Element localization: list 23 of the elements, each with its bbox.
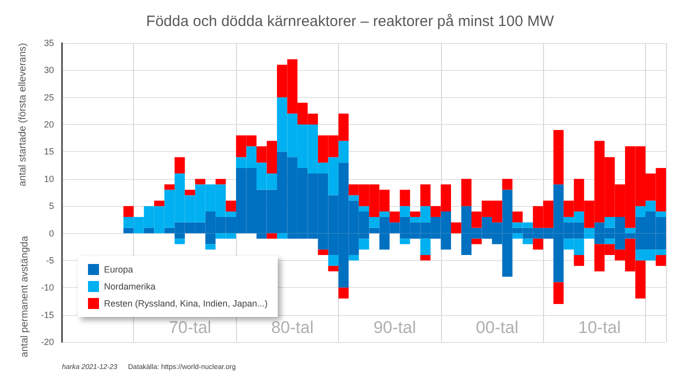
chart-title: Födda och dödda kärnreaktorer – reaktorer på minst 100 MW bbox=[146, 13, 555, 30]
legend-label: Resten (Ryssland, Kina, Indien, Japan...) bbox=[104, 298, 268, 308]
x-tick-label: 80-tal bbox=[271, 318, 314, 337]
y-axis-title: antal startade (första elleverans) bbox=[18, 43, 28, 186]
y-tick-label: 35 bbox=[44, 38, 54, 48]
x-tick-label: 90-tal bbox=[373, 318, 416, 337]
y-tick-label: 0 bbox=[48, 228, 54, 238]
legend-label: Europa bbox=[104, 264, 134, 274]
y-tick-label: -15 bbox=[40, 310, 54, 320]
y-tick-label: 15 bbox=[44, 146, 54, 157]
y-tick-label: -5 bbox=[46, 255, 54, 266]
y-tick-label: 5 bbox=[48, 201, 54, 212]
y-tick-label: 10 bbox=[44, 174, 54, 184]
legend-label: Nordamerika bbox=[104, 282, 156, 292]
y-tick-label: 20 bbox=[44, 120, 54, 130]
x-tick-label: 70-tal bbox=[168, 318, 212, 337]
x-tick-label: 10-tal bbox=[578, 318, 621, 337]
y-tick-label: -10 bbox=[40, 282, 54, 293]
y-tick-label: 25 bbox=[44, 92, 54, 102]
y-tick-label: 30 bbox=[44, 65, 54, 76]
text: antal permanent avstängda bbox=[20, 236, 30, 358]
x-tick-label: 00-tal bbox=[476, 318, 518, 337]
y-tick-label: -20 bbox=[40, 337, 54, 347]
